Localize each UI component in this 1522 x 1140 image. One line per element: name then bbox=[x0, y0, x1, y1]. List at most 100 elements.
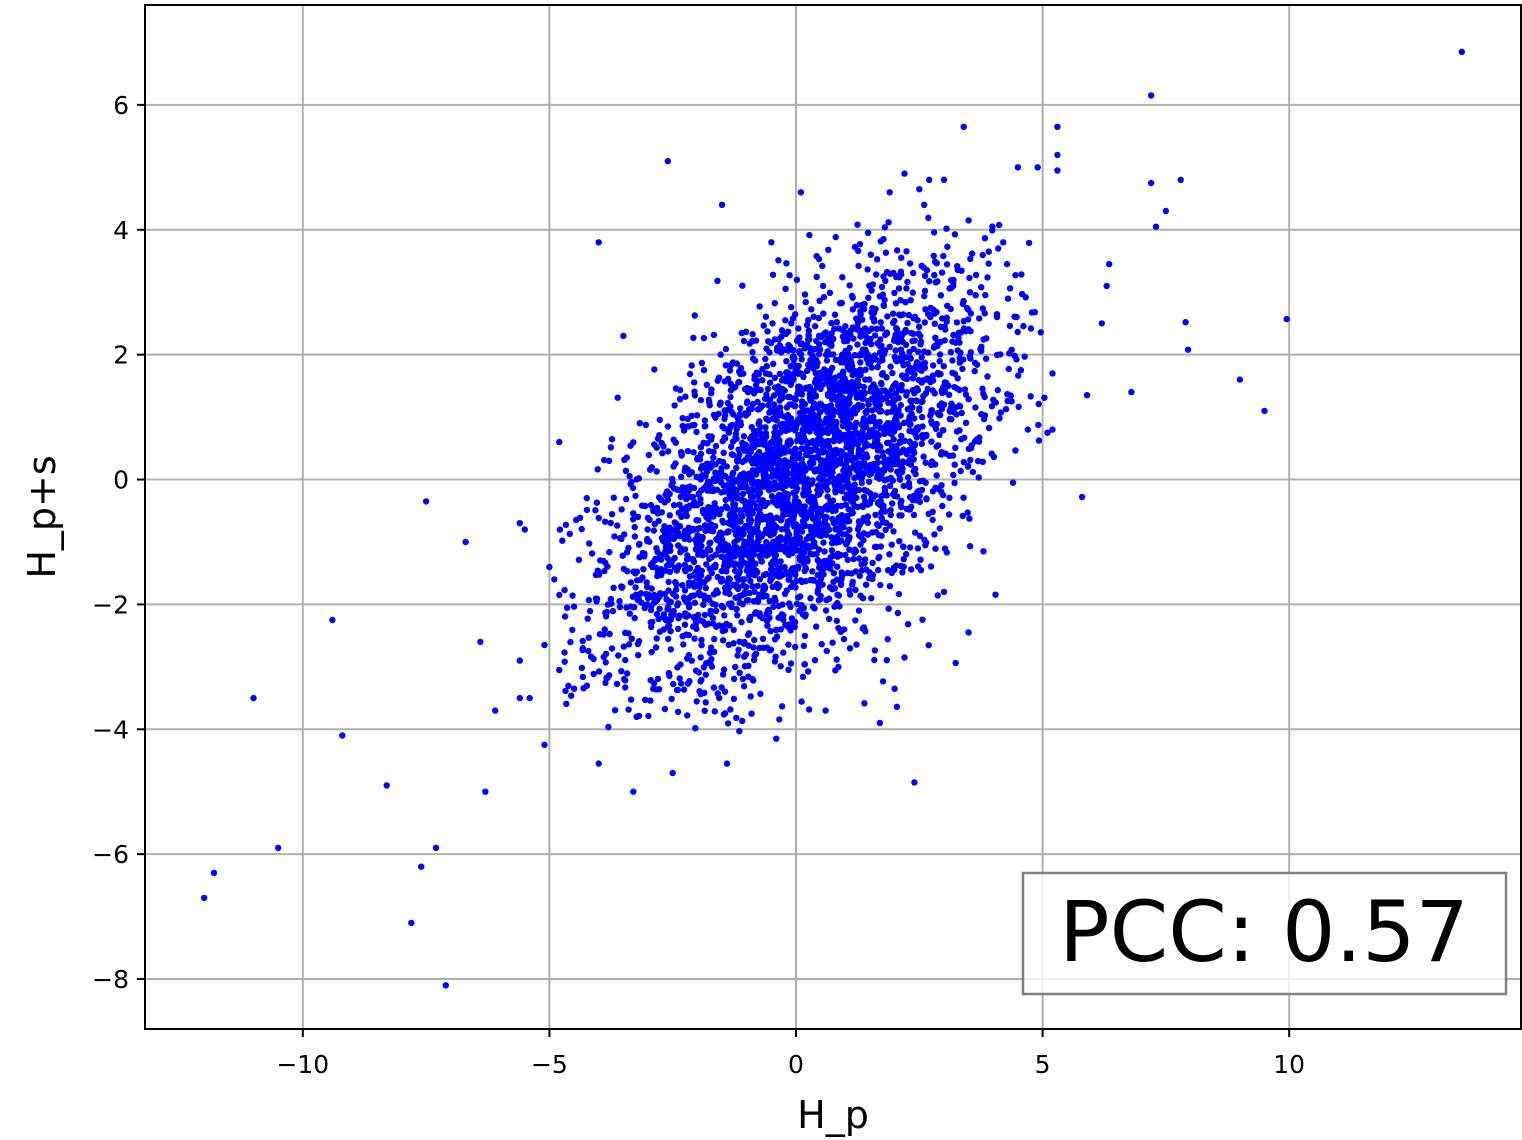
scatter-point bbox=[708, 390, 715, 397]
scatter-point bbox=[813, 363, 820, 370]
scatter-point bbox=[630, 516, 637, 523]
scatter-point bbox=[1049, 426, 1056, 433]
scatter-point bbox=[680, 686, 688, 693]
scatter-point bbox=[684, 447, 692, 455]
scatter-point bbox=[752, 650, 760, 657]
scatter-point bbox=[795, 594, 802, 601]
scatter-point bbox=[561, 586, 568, 594]
scatter-point bbox=[894, 247, 901, 254]
scatter-point bbox=[730, 626, 737, 634]
scatter-point bbox=[714, 377, 721, 384]
scatter-point bbox=[1035, 421, 1042, 429]
scatter-point bbox=[887, 466, 894, 473]
scatter-point bbox=[750, 656, 758, 664]
scatter-point bbox=[903, 248, 910, 255]
scatter-point bbox=[762, 476, 769, 483]
scatter-point bbox=[725, 519, 732, 527]
scatter-point bbox=[847, 387, 854, 394]
scatter-point bbox=[888, 450, 895, 457]
scatter-point bbox=[965, 316, 972, 323]
scatter-point bbox=[556, 438, 563, 446]
scatter-point bbox=[754, 406, 761, 413]
scatter-point bbox=[777, 493, 784, 500]
scatter-point bbox=[1162, 207, 1170, 215]
scatter-point bbox=[674, 708, 682, 716]
scatter-point bbox=[1005, 365, 1012, 373]
scatter-point bbox=[771, 336, 779, 343]
scatter-point bbox=[703, 482, 710, 489]
scatter-point bbox=[867, 251, 874, 258]
scatter-point bbox=[915, 330, 922, 337]
scatter-point bbox=[854, 526, 862, 533]
scatter-point bbox=[891, 685, 898, 692]
scatter-point bbox=[602, 659, 609, 666]
scatter-point bbox=[744, 564, 751, 572]
scatter-point bbox=[806, 523, 814, 530]
scatter-point bbox=[622, 629, 629, 636]
scatter-point bbox=[763, 363, 770, 370]
scatter-point bbox=[715, 546, 722, 554]
scatter-point bbox=[771, 658, 779, 665]
scatter-point bbox=[671, 564, 679, 572]
scatter-point bbox=[720, 666, 728, 673]
scatter-point bbox=[826, 584, 834, 591]
scatter-point bbox=[688, 592, 695, 600]
scatter-point bbox=[639, 549, 647, 557]
scatter-point bbox=[898, 381, 905, 389]
scatter-point bbox=[721, 407, 728, 414]
scatter-point bbox=[851, 485, 858, 492]
scatter-point bbox=[975, 474, 982, 481]
scatter-point bbox=[624, 670, 631, 677]
scatter-point bbox=[857, 359, 864, 366]
scatter-point bbox=[442, 982, 449, 989]
scatter-point bbox=[764, 622, 771, 629]
scatter-point bbox=[805, 445, 812, 452]
scatter-point bbox=[836, 379, 843, 387]
scatter-point bbox=[569, 626, 576, 634]
scatter-point bbox=[825, 469, 833, 476]
scatter-point bbox=[763, 391, 770, 398]
scatter-point bbox=[594, 466, 601, 473]
scatter-point bbox=[770, 603, 777, 611]
scatter-point bbox=[958, 409, 965, 417]
scatter-point bbox=[713, 623, 720, 630]
scatter-point bbox=[839, 274, 846, 281]
scatter-point bbox=[988, 450, 995, 457]
scatter-point bbox=[726, 576, 734, 583]
scatter-point bbox=[972, 271, 980, 279]
scatter-point bbox=[911, 449, 918, 456]
scatter-point bbox=[725, 545, 732, 552]
scatter-point bbox=[861, 390, 868, 397]
scatter-point bbox=[820, 539, 827, 546]
scatter-point bbox=[1261, 407, 1268, 415]
scatter-point bbox=[869, 559, 876, 567]
scatter-point bbox=[881, 347, 889, 354]
scatter-point bbox=[809, 551, 817, 558]
scatter-point bbox=[717, 351, 724, 358]
scatter-point bbox=[815, 314, 822, 322]
scatter-point bbox=[645, 712, 652, 720]
scatter-point bbox=[569, 592, 576, 599]
scatter-point bbox=[682, 393, 689, 400]
scatter-point bbox=[839, 327, 846, 334]
scatter-point bbox=[692, 667, 700, 674]
scatter-point bbox=[650, 527, 658, 534]
scatter-point bbox=[857, 533, 864, 540]
scatter-point bbox=[932, 461, 939, 468]
scatter-point bbox=[600, 557, 607, 565]
scatter-point bbox=[790, 426, 798, 433]
scatter-point bbox=[681, 587, 689, 594]
scatter-point bbox=[966, 543, 974, 550]
scatter-point bbox=[979, 251, 986, 259]
scatter-point bbox=[596, 631, 604, 638]
scatter-point bbox=[651, 366, 658, 373]
scatter-point bbox=[748, 710, 755, 717]
scatter-point bbox=[967, 355, 974, 362]
scatter-point bbox=[916, 186, 923, 193]
scatter-point bbox=[964, 509, 971, 516]
scatter-point bbox=[883, 439, 891, 447]
scatter-point bbox=[686, 493, 693, 501]
scatter-point bbox=[711, 635, 718, 643]
scatter-point bbox=[917, 361, 924, 368]
scatter-point bbox=[972, 292, 979, 299]
